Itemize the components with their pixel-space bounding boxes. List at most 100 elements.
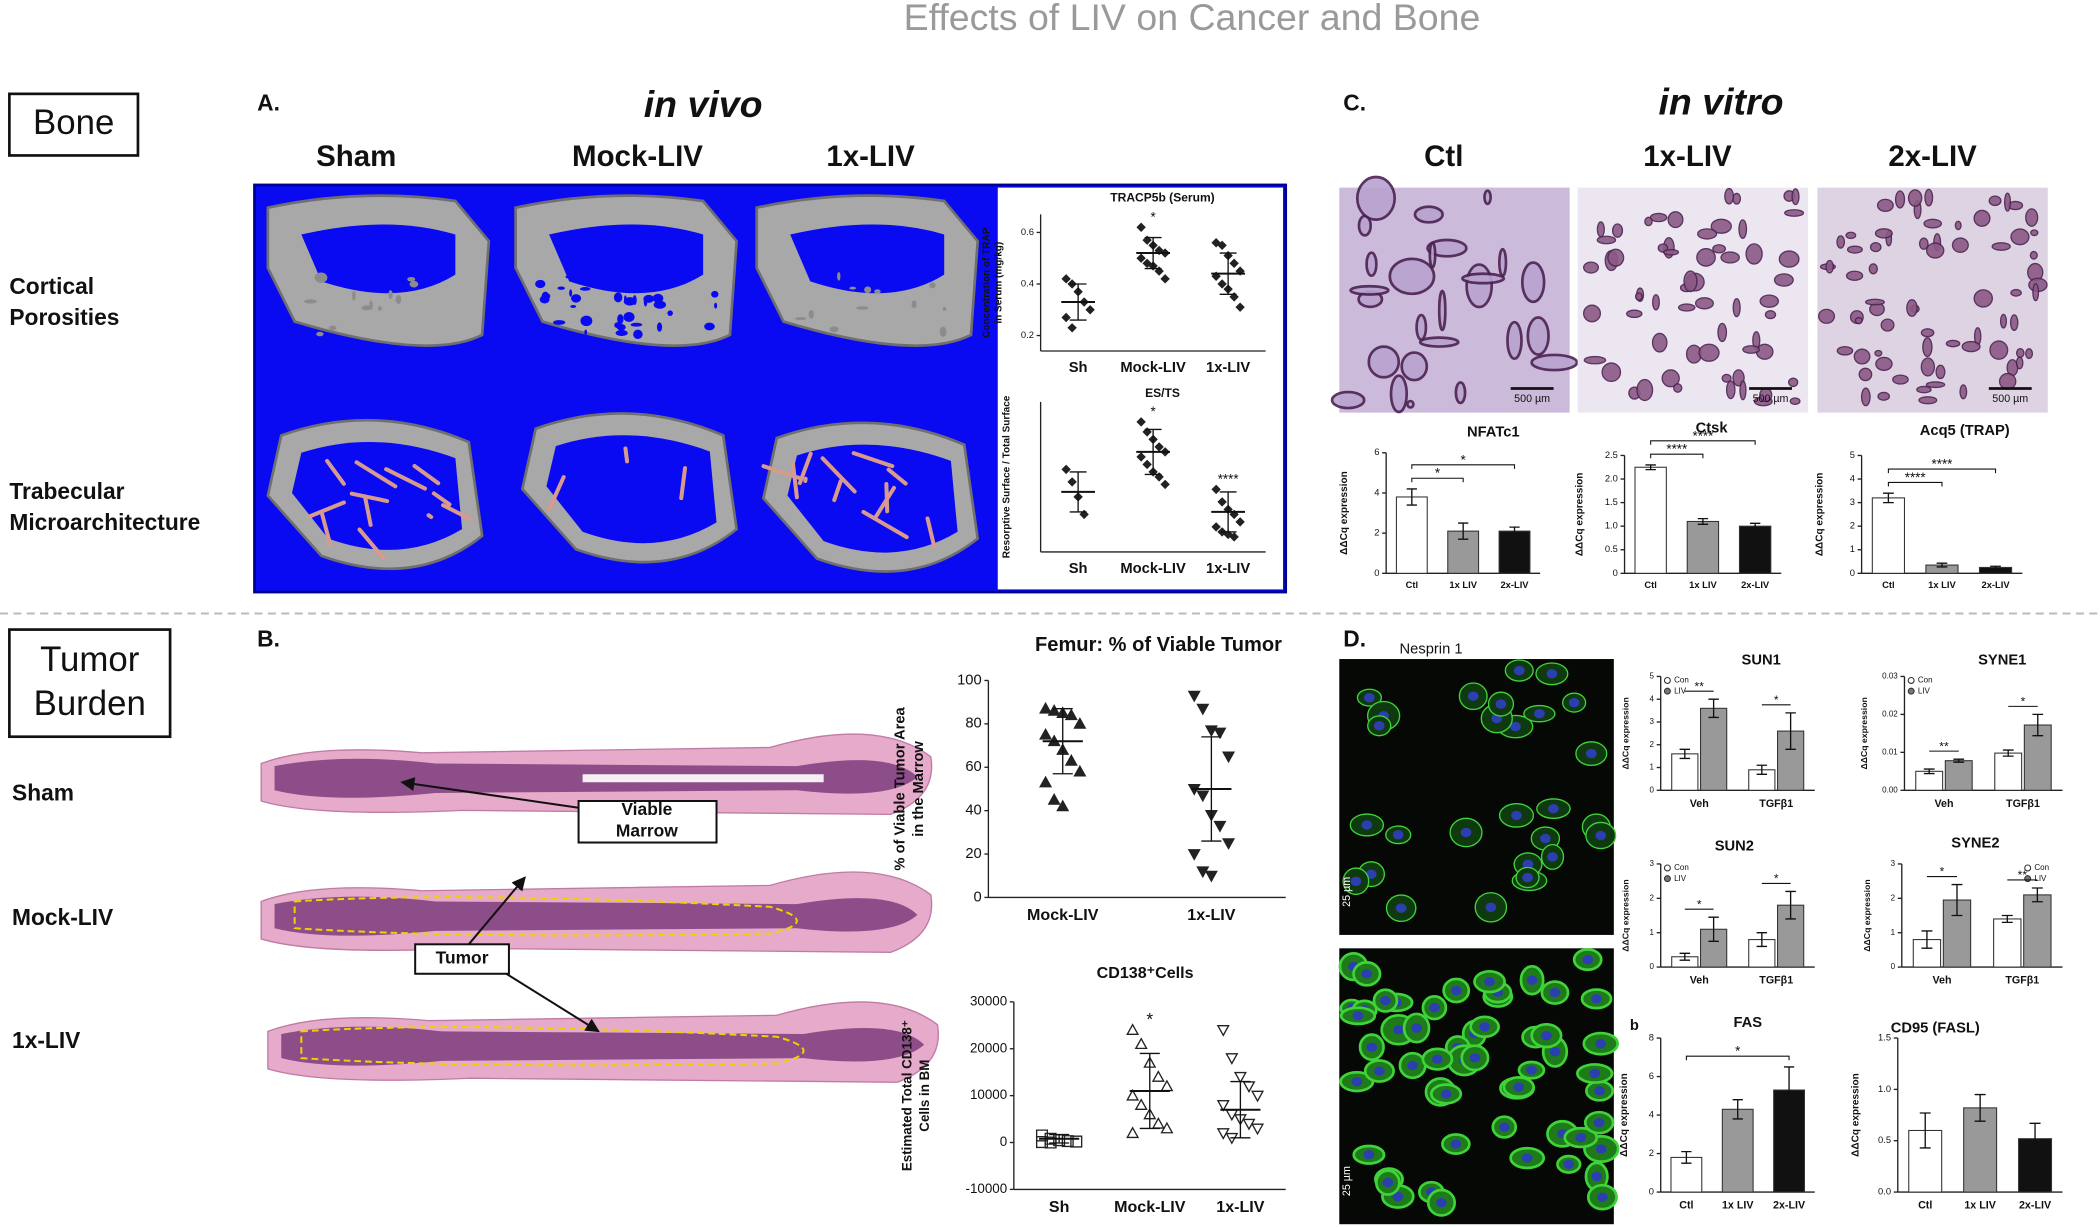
cell	[1418, 336, 1460, 348]
panel-letter: D.	[1343, 625, 1366, 651]
legend-marker	[1907, 687, 1915, 695]
y-tick-label: 3	[1850, 497, 1855, 507]
error-bar	[1679, 748, 1691, 760]
x-tick-label: 2x-LIV	[1773, 1200, 1806, 1212]
section-label: Burden	[34, 684, 146, 723]
data-point	[1217, 279, 1227, 289]
y-axis-label: Resorptive Surface / Total Surface	[1002, 395, 1013, 558]
cell	[1999, 313, 2008, 329]
error-bar	[1201, 736, 1222, 842]
chart-title: Acq5 (TRAP)	[1920, 423, 2010, 439]
cell	[2015, 356, 2024, 370]
x-tick-label: 1x-LIV	[1206, 561, 1250, 577]
cell	[1925, 242, 1945, 259]
nucleus	[1548, 803, 1559, 814]
error-bar	[2031, 887, 2043, 903]
cell	[1413, 205, 1444, 224]
pore	[541, 291, 550, 303]
row-label: Mock-LIV	[12, 904, 114, 930]
error-bar	[2032, 713, 2044, 737]
cell	[1853, 348, 1871, 365]
data-point	[1136, 222, 1146, 232]
y-tick-label: 0	[1850, 568, 1855, 578]
y-tick-label: 0.5	[1605, 544, 1618, 554]
data-point	[1233, 1071, 1247, 1084]
cell	[1778, 250, 1800, 268]
cell	[1787, 377, 1799, 388]
data-point	[1222, 751, 1236, 764]
data-point	[1213, 820, 1227, 833]
cell	[1845, 231, 1857, 240]
y-tick-label: 30000	[970, 993, 1007, 1008]
data-point	[1160, 274, 1170, 284]
significance-label: *	[1435, 466, 1440, 481]
cell	[1920, 328, 1935, 338]
pore	[942, 306, 947, 311]
x-tick-label: Veh	[1932, 975, 1951, 987]
pore	[615, 329, 628, 336]
data-point	[1160, 1121, 1174, 1134]
micrographs: 500 µm 500 µm 500 µm	[1330, 175, 2048, 414]
error-bar	[1509, 526, 1520, 536]
cell	[2015, 348, 2025, 358]
marrow-cavity	[549, 224, 704, 294]
trabecula	[820, 456, 857, 494]
error-bar	[1921, 930, 1933, 949]
cell	[1732, 192, 1742, 205]
row-label: Sham	[12, 779, 74, 805]
data-point	[1136, 452, 1146, 462]
cell	[1720, 251, 1740, 264]
error-bar	[1919, 1112, 1931, 1149]
cell	[1825, 259, 1834, 274]
pore	[570, 305, 577, 308]
charts: TRACP5b (Serum) Concentration of TRAP in S…	[892, 191, 2063, 1216]
error-bar	[1219, 252, 1237, 295]
x-tick-label: 1x-LIV	[1206, 360, 1250, 376]
trabecula	[790, 462, 799, 500]
nucleus	[1498, 1122, 1510, 1132]
y-tick-label: 0.5	[1878, 1135, 1891, 1145]
callout-box	[577, 799, 718, 844]
cell	[1582, 304, 1602, 323]
row-label: Porosities	[9, 304, 119, 330]
legend-marker	[1663, 864, 1671, 872]
nucleus	[1485, 902, 1497, 913]
data-point	[1154, 266, 1164, 276]
y-tick-label: 20000	[970, 1040, 1007, 1055]
data-point	[1216, 1025, 1230, 1037]
chart-title: ES/TS	[1145, 386, 1180, 400]
cell	[1717, 322, 1728, 343]
panel-heading: in vitro	[1658, 80, 1783, 122]
trabecula	[319, 511, 333, 547]
cell	[1880, 318, 1895, 332]
cell	[1959, 384, 1968, 400]
error-bar	[1883, 492, 1894, 504]
cell	[1961, 340, 1981, 353]
tumor-outline	[293, 896, 798, 937]
significance-label: ****	[1218, 472, 1239, 487]
nucleus	[1582, 954, 1594, 965]
significance-label: ****	[1932, 457, 1953, 472]
nucleus	[1513, 1082, 1525, 1092]
y-tick-label: 2	[1850, 521, 1855, 531]
pore	[829, 326, 839, 333]
significance-bracket	[1411, 477, 1464, 483]
error-bar	[1953, 758, 1965, 763]
x-tick-label: 2x-LIV	[1981, 580, 2010, 590]
nucleus	[1407, 1060, 1418, 1071]
pore	[548, 326, 552, 330]
cell	[1745, 243, 1763, 265]
pore	[623, 312, 635, 323]
data-point	[1222, 838, 1236, 850]
cell	[1698, 343, 1720, 362]
cell	[1634, 292, 1643, 301]
callout-label: Viable	[621, 799, 672, 819]
error-bar	[1923, 768, 1935, 775]
x-tick-label: Ctl	[1882, 580, 1894, 590]
data-point	[1047, 704, 1061, 716]
chart-title: SYNE1	[1978, 652, 2026, 668]
significance-label: *	[1146, 1009, 1153, 1029]
legend-marker	[1663, 875, 1671, 883]
cell	[1367, 345, 1401, 379]
x-tick-label: 2x-LIV	[1741, 580, 1770, 590]
